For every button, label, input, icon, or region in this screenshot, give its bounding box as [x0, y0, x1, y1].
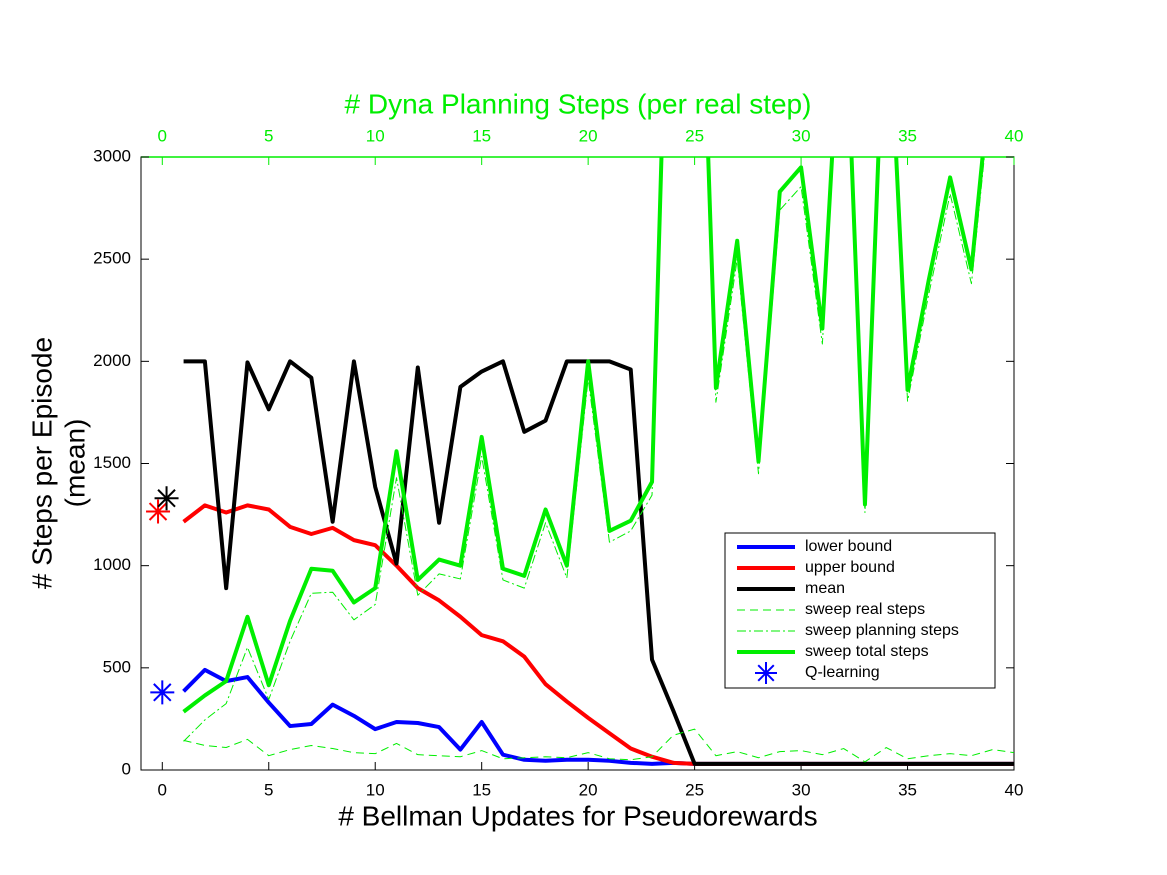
y-tick-label: 2000 [93, 351, 131, 370]
y-axis-label: (mean) [59, 419, 90, 508]
x2-tick-label: 40 [1005, 126, 1024, 145]
y-axis-label: # Steps per Episode [26, 337, 57, 589]
legend-label: sweep total steps [805, 643, 929, 660]
legend-label: sweep real steps [805, 601, 925, 618]
y-tick-label: 500 [103, 657, 131, 676]
star-marker [146, 499, 171, 524]
x2-tick-label: 5 [264, 126, 273, 145]
y-tick-label: 1000 [93, 555, 131, 574]
x-tick-label: 30 [792, 780, 811, 799]
line-series [183, 359, 1014, 766]
x-tick-label: 25 [685, 780, 704, 799]
legend-box [724, 532, 996, 689]
star-marker [755, 662, 777, 684]
x-tick-label: 35 [898, 780, 917, 799]
x-tick-label: 5 [264, 780, 273, 799]
x-tick-label: 20 [579, 780, 598, 799]
line-series [183, 728, 1014, 763]
plot-area [182, 157, 1014, 766]
y-tick-label: 0 [122, 759, 131, 778]
legend-label: Q-learning [805, 664, 880, 681]
y-tick-label: 1500 [93, 453, 131, 472]
line-series [182, 157, 985, 714]
y-tick-label: 3000 [93, 146, 131, 165]
y-tick-label: 2500 [93, 249, 131, 268]
star-marker [150, 680, 175, 705]
x-tick-label: 0 [158, 780, 167, 799]
x-tick-label: 40 [1005, 780, 1024, 799]
x2-tick-label: 0 [158, 126, 167, 145]
x2-tick-label: 10 [366, 126, 385, 145]
legend-label: lower bound [805, 538, 892, 555]
x2-tick-label: 20 [579, 126, 598, 145]
x2-tick-label: 25 [685, 126, 704, 145]
legend-label: sweep planning steps [805, 622, 959, 639]
x-tick-label: 15 [472, 780, 491, 799]
x-axis-label: # Bellman Updates for Pseudorewards [338, 800, 817, 831]
star-marker [154, 486, 179, 511]
x2-tick-label: 15 [472, 126, 491, 145]
top-axis-label: # Dyna Planning Steps (per real step) [345, 88, 812, 119]
x2-tick-label: 35 [898, 126, 917, 145]
legend-label: mean [805, 580, 845, 597]
x2-tick-label: 30 [792, 126, 811, 145]
x-tick-label: 10 [366, 780, 385, 799]
legend-label: upper bound [805, 559, 895, 576]
